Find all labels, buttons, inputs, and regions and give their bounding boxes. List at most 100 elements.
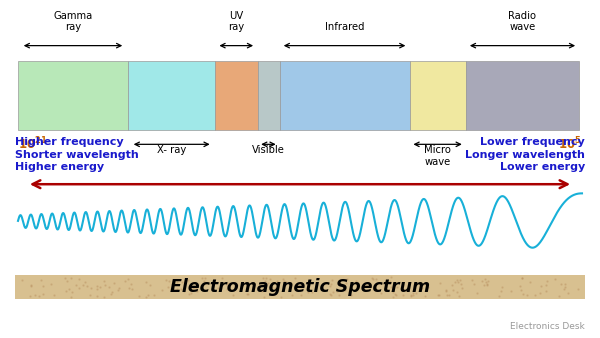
Point [177,279,187,285]
Point [392,284,402,290]
Point [556,282,565,287]
Point [368,276,378,282]
Point [100,282,110,287]
Point [441,289,451,294]
Bar [258,61,280,130]
Point [479,282,489,288]
Point [380,285,389,290]
Point [329,289,338,294]
Point [390,292,400,297]
Point [217,275,227,280]
Point [281,279,291,284]
Point [406,294,416,299]
Point [71,282,81,287]
Point [325,291,335,297]
Point [536,283,545,288]
Point [483,279,493,284]
Point [274,287,283,293]
Point [482,281,491,286]
Point [209,277,218,283]
Point [188,286,198,291]
Point [100,294,109,300]
Point [232,283,241,288]
Point [86,285,96,291]
Bar [18,61,128,130]
Point [408,290,418,295]
Point [517,275,527,281]
Point [388,294,397,299]
Point [260,294,269,300]
Point [267,285,277,290]
Point [46,281,56,286]
Point [497,285,507,290]
Point [104,284,114,290]
Point [517,276,527,281]
Point [38,284,47,289]
Point [213,285,223,290]
Text: Electronics Desk: Electronics Desk [510,322,585,331]
Bar [280,61,410,130]
Bar [215,61,258,130]
Point [38,292,48,297]
Point [304,289,313,295]
Point [530,292,539,298]
Point [164,279,173,284]
Point [388,290,398,295]
Point [455,293,464,298]
Point [287,292,297,297]
Point [74,276,83,281]
Point [481,279,491,285]
Point [26,282,35,288]
Point [263,280,273,286]
Point [411,290,421,295]
Point [82,283,92,288]
Point [457,281,466,286]
Point [290,275,299,281]
Point [455,277,465,283]
Point [158,287,167,293]
Point [418,285,427,291]
Point [559,286,568,292]
Point [176,286,185,292]
Point [25,293,35,298]
Point [113,287,122,293]
Text: Infrared: Infrared [325,22,364,32]
Point [307,290,316,295]
Point [67,294,76,300]
Point [340,287,349,293]
Point [370,287,379,292]
Text: Higher frequency
Shorter wavelength
Higher energy: Higher frequency Shorter wavelength High… [15,137,139,172]
Point [398,287,408,293]
Point [95,284,104,289]
Text: Gamma
ray: Gamma ray [53,10,92,32]
Point [376,291,386,296]
Point [161,277,171,283]
Point [107,290,117,295]
Point [346,292,356,297]
Point [68,289,77,295]
Point [197,275,206,281]
Point [183,277,193,283]
Point [257,289,266,294]
Point [224,280,233,286]
Point [292,282,301,287]
Point [278,276,287,281]
Text: Lower frequency
Longer wavelength
Lower energy: Lower frequency Longer wavelength Lower … [465,137,585,172]
Point [434,292,444,298]
Point [92,286,101,291]
Point [163,284,173,289]
Point [145,283,155,288]
Point [506,289,516,294]
Point [482,283,492,288]
Text: $\mathbf{10^{21}}$: $\mathbf{10^{21}}$ [18,135,47,152]
Point [480,276,490,281]
Point [272,278,281,284]
Point [560,284,569,290]
Point [265,276,274,282]
Point [542,279,552,284]
Point [326,283,335,289]
Point [560,281,570,287]
Point [442,292,452,297]
Point [477,279,487,284]
Point [261,275,271,281]
